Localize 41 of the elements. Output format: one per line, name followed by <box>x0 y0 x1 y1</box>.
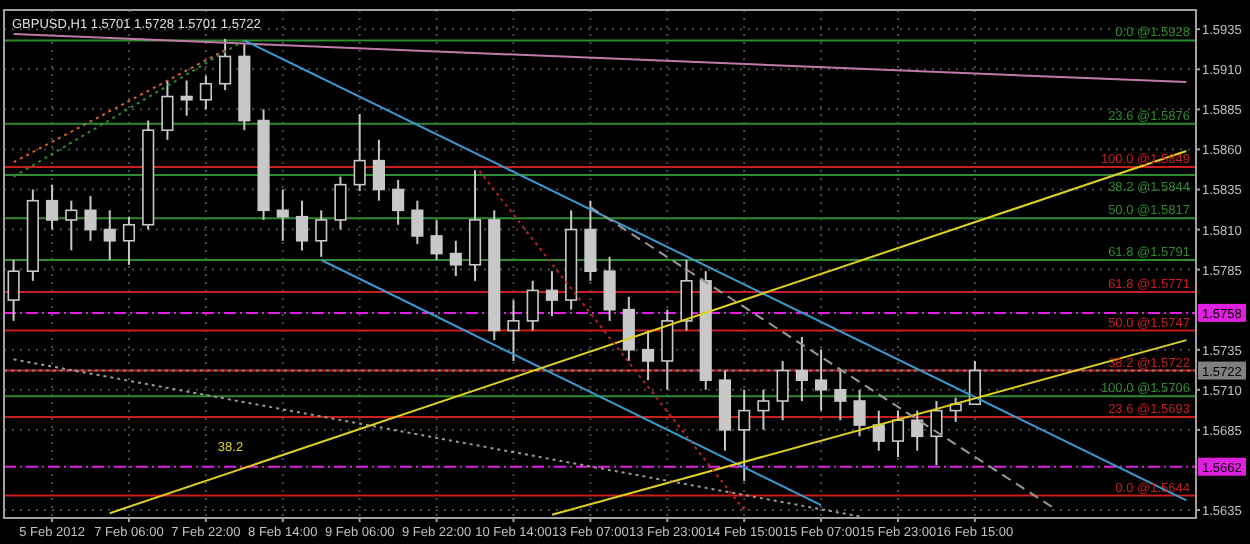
candlestick <box>161 79 174 141</box>
candlestick <box>392 178 405 226</box>
candlestick <box>911 409 924 452</box>
candlestick <box>795 335 808 403</box>
candlestick <box>930 400 943 467</box>
candlestick <box>853 388 866 438</box>
candlestick <box>507 299 520 362</box>
candlestick <box>65 199 78 252</box>
candlestick <box>757 388 770 431</box>
candlestick <box>295 199 309 252</box>
candlestick <box>680 258 693 332</box>
candlestick <box>45 183 59 231</box>
candlestick <box>199 74 212 111</box>
candlestick <box>276 188 289 242</box>
candlestick <box>372 138 385 202</box>
candlestick <box>815 348 828 412</box>
candlestick <box>315 209 328 258</box>
candlestick <box>449 239 462 278</box>
candlestick <box>738 388 751 483</box>
candlestick <box>334 175 347 231</box>
candlestick <box>219 37 232 92</box>
candlestick <box>891 409 905 459</box>
candlestick <box>430 218 443 261</box>
candlestick <box>872 409 885 452</box>
candlestick <box>84 194 97 242</box>
candlestick <box>353 113 366 193</box>
candlestick <box>776 359 789 422</box>
candlestick <box>661 308 674 391</box>
candlestick <box>122 215 136 266</box>
candlestick <box>545 270 559 318</box>
candlestick <box>411 199 424 245</box>
candlestick <box>834 369 847 422</box>
candlestick <box>584 199 597 282</box>
candlestick <box>468 169 482 282</box>
candlestick <box>622 295 635 362</box>
candlestick <box>641 329 655 382</box>
candlestick <box>103 209 116 261</box>
candlestick <box>526 279 539 332</box>
candlestick <box>603 255 616 322</box>
candlestick <box>7 258 20 322</box>
candlestick <box>180 79 193 117</box>
